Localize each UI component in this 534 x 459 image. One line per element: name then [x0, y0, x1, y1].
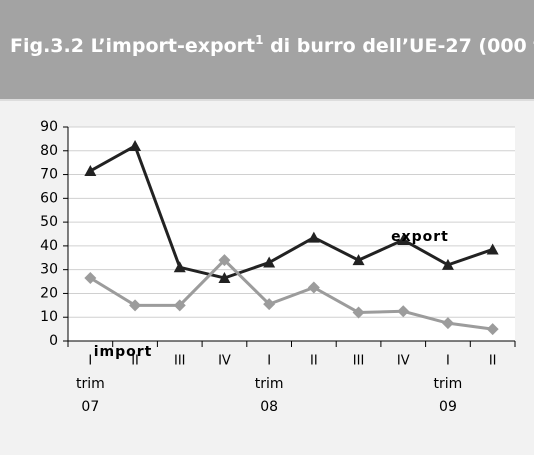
data-point [263, 256, 276, 268]
x-tick-label: IV [218, 354, 231, 369]
series-label: export [391, 229, 449, 245]
x-tick-label: II [310, 354, 318, 369]
y-tick-label: 80 [40, 143, 58, 159]
x-tick-label: III [174, 354, 186, 369]
x-tick-label: I [88, 354, 92, 369]
data-point [218, 271, 231, 283]
group-label: trim [255, 376, 284, 392]
group-label: trim [434, 376, 463, 392]
x-tick-label: II [489, 354, 497, 369]
group-label: 09 [439, 399, 457, 415]
y-tick-label: 40 [40, 238, 58, 254]
y-tick-label: 0 [49, 333, 58, 349]
chart-title: Fig.3.2 L’import-export1 di burro dell’U… [10, 33, 534, 57]
data-point [441, 258, 454, 270]
series-label: import [94, 344, 153, 360]
group-label: trim [76, 376, 105, 392]
x-tick-label: III [353, 354, 365, 369]
data-point [84, 271, 97, 284]
data-point [173, 261, 186, 273]
data-point [307, 231, 320, 243]
y-tick-label: 30 [40, 262, 58, 278]
data-point [307, 281, 320, 294]
title-text: di burro dell’UE-27 (000 t) [263, 35, 534, 57]
data-point [486, 243, 499, 255]
y-tick-label: 70 [40, 167, 58, 183]
data-point [352, 306, 365, 319]
data-point [263, 298, 276, 311]
y-tick-label: 20 [40, 285, 58, 301]
series-line [89, 258, 493, 331]
data-point [397, 305, 410, 318]
data-point [441, 317, 454, 330]
title-text: Fig.3.2 L’import-export [10, 35, 255, 57]
data-point [486, 323, 499, 336]
data-point [129, 140, 142, 152]
group-label: 08 [260, 399, 278, 415]
data-point [84, 164, 97, 176]
y-tick-label: 50 [40, 214, 58, 230]
group-label: 07 [81, 399, 99, 415]
header [0, 0, 534, 100]
x-tick-label: I [267, 354, 271, 369]
title-superscript: 1 [255, 33, 263, 47]
data-point [218, 254, 231, 267]
y-tick-label: 90 [40, 119, 58, 135]
x-tick-label: I [446, 354, 450, 369]
y-tick-label: 10 [40, 309, 58, 325]
data-point [352, 254, 365, 266]
y-tick-label: 60 [40, 190, 58, 206]
x-tick-label: II [131, 354, 139, 369]
series-line [89, 143, 494, 280]
data-point [397, 233, 410, 245]
x-tick-label: IV [397, 354, 410, 369]
data-point [173, 299, 186, 312]
data-point [129, 299, 142, 312]
